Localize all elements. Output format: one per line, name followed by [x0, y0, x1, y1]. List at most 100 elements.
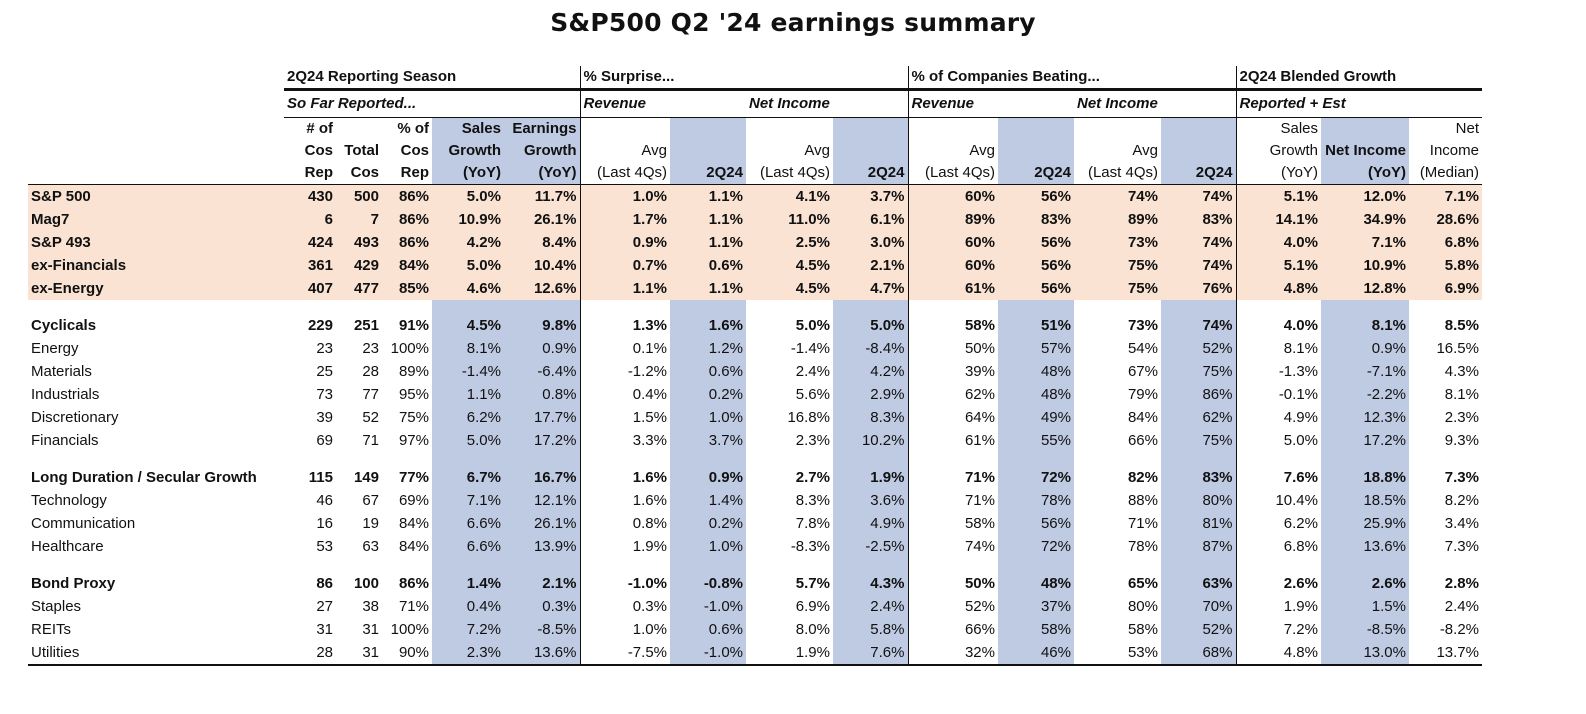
cell-c10: 61% [907, 429, 998, 452]
cell-c2: 38 [362, 598, 379, 615]
cell-c16: 2.8% [1444, 575, 1479, 592]
cell-c10: 58% [907, 512, 998, 535]
cell-c1: 31 [316, 621, 333, 638]
cell-c10: 50% [907, 572, 998, 595]
cell-c16: 2.3% [1444, 409, 1479, 426]
cell-c7: 1.1% [670, 231, 746, 254]
column-header-c1: Cos [304, 142, 333, 159]
cell-c5: 26.1% [504, 512, 580, 535]
cell-c5: 12.1% [504, 489, 580, 512]
cell-c9: 2.4% [833, 595, 908, 618]
cell-c7: 0.9% [670, 466, 746, 489]
table-row: Discretionary 39 52 75% 6.2% 17.7% 1.5% 1.0% 16.… [28, 406, 1482, 429]
cell-c14: 5.1% [1235, 184, 1321, 208]
cell-c3: 84% [398, 538, 429, 555]
cell-c9: 3.6% [833, 489, 908, 512]
cell-c4: 6.6% [432, 512, 504, 535]
cell-c6: 1.6% [579, 489, 670, 512]
cell-c14: -1.3% [1235, 360, 1321, 383]
page-title: S&P500 Q2 '24 earnings summary [550, 8, 1036, 37]
group-header-beating: % of Companies Beating... [907, 66, 1236, 91]
column-header-c1: # of [306, 120, 333, 137]
cell-c5: 11.7% [504, 184, 580, 208]
cell-c14: 2.6% [1235, 572, 1321, 595]
cell-c13: 70% [1161, 595, 1236, 618]
cell-c4: 1.4% [432, 572, 504, 595]
cell-c11: 55% [998, 429, 1074, 452]
cell-c1: 361 [284, 254, 336, 277]
row-label: Healthcare [31, 538, 104, 555]
table-row: Mag7 6 7 86% 10.9% 26.1% 1.7% 1.1% 11.0% 6.1% 89% 8… [28, 208, 1482, 231]
cell-c5: 8.4% [504, 231, 580, 254]
cell-c4: -1.4% [432, 360, 504, 383]
table-row: Energy 23 23 100% 8.1% 0.9% 0.1% 1.2% -1.4% -8.4%… [28, 337, 1482, 360]
cell-c8: 16.8% [787, 409, 830, 426]
cell-c14: 6.8% [1235, 535, 1321, 558]
cell-c6: -7.5% [579, 641, 670, 666]
cell-c10: 61% [907, 277, 998, 300]
group-header-reporting: 2Q24 Reporting Season [284, 66, 580, 91]
cell-c6: 0.1% [579, 337, 670, 360]
cell-c4: 1.1% [432, 383, 504, 406]
column-header-c11 [998, 140, 1074, 162]
cell-c2: 500 [336, 184, 382, 208]
cell-c16: 6.8% [1409, 231, 1482, 254]
cell-c3: 84% [382, 254, 432, 277]
table-row: S&P 500 430 500 86% 5.0% 11.7% 1.0% 1.1% 4.1% 3.7… [28, 184, 1482, 208]
table-row: ex-Financials 361 429 84% 5.0% 10.4% 0.7% 0.6% 4… [28, 254, 1482, 277]
cell-c6: 1.3% [579, 314, 670, 337]
subgroup-net-income-beating: Net Income [1074, 89, 1236, 118]
cell-c5: 0.9% [504, 337, 580, 360]
cell-c1: 39 [316, 409, 333, 426]
cell-c14: 4.0% [1235, 314, 1321, 337]
cell-c15: 13.0% [1321, 641, 1409, 666]
column-header-c12 [1074, 118, 1161, 141]
column-header-row: # of% of Sales Earnings Sales Net [28, 117, 1482, 141]
cell-c16: 3.4% [1444, 515, 1479, 532]
column-header-c12: Avg [1132, 142, 1158, 159]
row-label: S&P 500 [28, 184, 284, 208]
cell-c11: 48% [998, 360, 1074, 383]
column-header-c14: Sales [1235, 117, 1321, 140]
cell-c16: 13.7% [1409, 641, 1482, 666]
cell-c4: 4.2% [432, 231, 504, 254]
cell-c13: 80% [1161, 489, 1236, 512]
cell-c4: 0.4% [432, 595, 504, 618]
cell-c15: 10.9% [1321, 254, 1409, 277]
subgroup-net-income-surprise: Net Income [746, 89, 908, 118]
cell-c2: 67 [362, 492, 379, 509]
cell-c4: 6.6% [432, 535, 504, 558]
cell-c4: 7.1% [432, 489, 504, 512]
row-label: Long Duration / Secular Growth [31, 469, 257, 486]
cell-c8: 4.5% [746, 277, 833, 300]
table-row: Long Duration / Secular Growth 115 149 77% 6… [28, 466, 1482, 489]
cell-c9: 1.9% [833, 466, 908, 489]
cell-c10: 32% [907, 641, 998, 666]
cell-c16: 7.3% [1444, 538, 1479, 555]
cell-c7: -1.0% [670, 641, 746, 666]
cell-c2: 63 [362, 538, 379, 555]
cell-c14: 5.1% [1235, 254, 1321, 277]
cell-c15: 1.5% [1321, 595, 1409, 618]
cell-c5: 9.8% [504, 314, 580, 337]
cell-c11: 56% [998, 254, 1074, 277]
cell-c12: 58% [1127, 621, 1158, 638]
column-header-c16: (Median) [1409, 162, 1482, 185]
row-label: Communication [31, 515, 136, 532]
cell-c12: 88% [1127, 492, 1158, 509]
cell-c13: 76% [1161, 277, 1236, 300]
cell-c1: 25 [316, 363, 333, 380]
cell-c2: 7 [336, 208, 382, 231]
cell-c8: 8.3% [795, 492, 830, 509]
cell-c14: 4.8% [1235, 641, 1321, 666]
row-label: Mag7 [28, 208, 284, 231]
cell-c11: 37% [998, 595, 1074, 618]
cell-c10: 58% [907, 314, 998, 337]
column-header-c6 [579, 117, 670, 140]
row-label: Discretionary [31, 409, 119, 426]
cell-c8: 2.4% [795, 363, 830, 380]
cell-c6: 1.0% [579, 618, 670, 641]
cell-c14: 8.1% [1235, 337, 1321, 360]
cell-c2: 52 [362, 409, 379, 426]
cell-c5: 2.1% [504, 572, 580, 595]
